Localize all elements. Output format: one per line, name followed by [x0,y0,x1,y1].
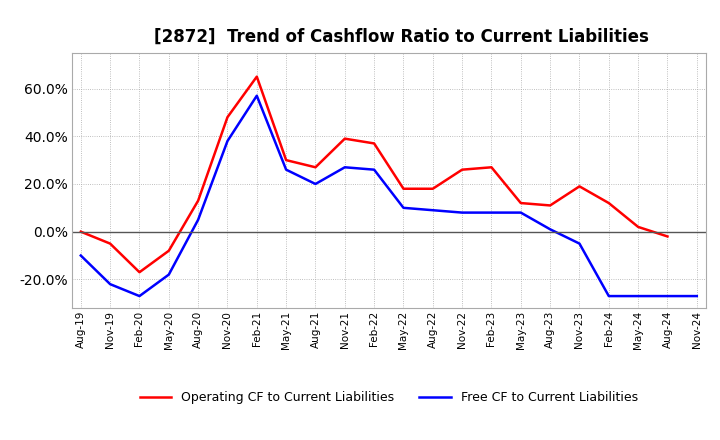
Operating CF to Current Liabilities [605,200,613,205]
Free CF to Current Liabilities [311,181,320,187]
Text: [2872]  Trend of Cashflow Ratio to Current Liabilities: [2872] Trend of Cashflow Ratio to Curren… [154,28,649,46]
Free CF to Current Liabilities [223,139,232,144]
Free CF to Current Liabilities [135,293,144,299]
Line: Operating CF to Current Liabilities: Operating CF to Current Liabilities [81,77,667,272]
Legend: Operating CF to Current Liabilities, Free CF to Current Liabilities: Operating CF to Current Liabilities, Fre… [135,386,643,409]
Operating CF to Current Liabilities [575,184,584,189]
Free CF to Current Liabilities [399,205,408,210]
Free CF to Current Liabilities [575,241,584,246]
Free CF to Current Liabilities [428,208,437,213]
Operating CF to Current Liabilities [487,165,496,170]
Free CF to Current Liabilities [106,282,114,287]
Operating CF to Current Liabilities [106,241,114,246]
Operating CF to Current Liabilities [516,200,525,205]
Free CF to Current Liabilities [458,210,467,215]
Operating CF to Current Liabilities [546,203,554,208]
Operating CF to Current Liabilities [399,186,408,191]
Operating CF to Current Liabilities [253,74,261,79]
Operating CF to Current Liabilities [370,141,379,146]
Free CF to Current Liabilities [663,293,672,299]
Line: Free CF to Current Liabilities: Free CF to Current Liabilities [81,96,697,296]
Operating CF to Current Liabilities [428,186,437,191]
Free CF to Current Liabilities [693,293,701,299]
Operating CF to Current Liabilities [223,114,232,120]
Operating CF to Current Liabilities [663,234,672,239]
Operating CF to Current Liabilities [194,198,202,203]
Operating CF to Current Liabilities [164,248,173,253]
Free CF to Current Liabilities [634,293,642,299]
Free CF to Current Liabilities [76,253,85,258]
Operating CF to Current Liabilities [458,167,467,172]
Free CF to Current Liabilities [546,227,554,232]
Operating CF to Current Liabilities [282,158,290,163]
Free CF to Current Liabilities [341,165,349,170]
Free CF to Current Liabilities [194,217,202,222]
Free CF to Current Liabilities [164,272,173,277]
Operating CF to Current Liabilities [634,224,642,230]
Free CF to Current Liabilities [605,293,613,299]
Free CF to Current Liabilities [253,93,261,99]
Free CF to Current Liabilities [282,167,290,172]
Operating CF to Current Liabilities [76,229,85,235]
Operating CF to Current Liabilities [135,270,144,275]
Free CF to Current Liabilities [370,167,379,172]
Free CF to Current Liabilities [516,210,525,215]
Free CF to Current Liabilities [487,210,496,215]
Operating CF to Current Liabilities [311,165,320,170]
Operating CF to Current Liabilities [341,136,349,141]
